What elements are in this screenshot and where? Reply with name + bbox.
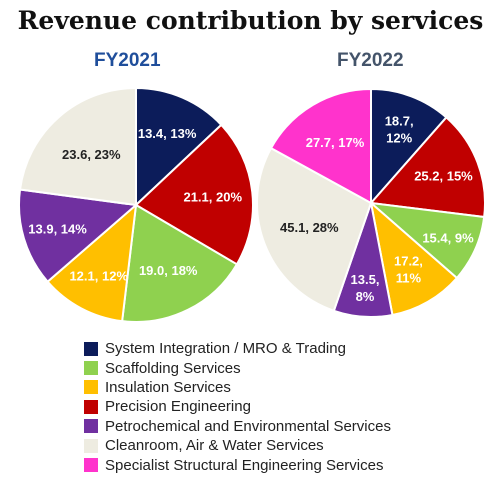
chart-title: Revenue contribution by services	[17, 6, 484, 35]
legend-label: Petrochemical and Environmental Services	[105, 417, 391, 435]
legend-swatch	[84, 419, 98, 434]
legend-label: Precision Engineering	[105, 398, 251, 416]
legend-item: Specialist Structural Engineering Servic…	[84, 455, 391, 474]
slice-label: 27.7, 17%	[306, 135, 365, 150]
slice-label: 23.6, 23%	[62, 147, 121, 162]
pie-slice	[368, 116, 486, 219]
legend-label: System Integration / MRO & Trading	[105, 340, 346, 358]
pie-slice	[256, 146, 373, 313]
legend-label: Specialist Structural Engineering Servic…	[105, 456, 384, 474]
legend-item: Petrochemical and Environmental Services	[84, 417, 391, 436]
slice-label: 19.0, 18%	[139, 263, 198, 278]
pie-slice	[370, 87, 448, 206]
legend-label: Insulation Services	[105, 378, 231, 396]
slice-label: 13.4, 13%	[138, 126, 197, 141]
slice-label: 13.5, 8%	[351, 272, 380, 304]
legend-item: System Integration / MRO & Trading	[84, 339, 391, 358]
legend-swatch	[84, 361, 98, 376]
legend-item: Precision Engineering	[84, 397, 391, 416]
pie-slice	[135, 86, 223, 208]
legend-item: Cleanroom, Air & Water Services	[84, 436, 391, 455]
legend-item: Insulation Services	[84, 378, 391, 397]
pie-slice	[369, 200, 459, 317]
legend-swatch	[84, 458, 98, 473]
pie-slice	[269, 87, 372, 205]
legend-swatch	[84, 341, 98, 356]
fy2021-title: FY2021	[94, 50, 161, 71]
legend: System Integration / MRO & Trading Scaffo…	[84, 339, 391, 475]
slice-label: 17.2, 11%	[394, 253, 423, 285]
legend-label: Scaffolding Services	[105, 359, 241, 377]
pie-slice	[18, 86, 137, 207]
legend-swatch	[84, 380, 98, 395]
slice-label: 15.4, 9%	[422, 230, 474, 245]
pie-slice	[121, 203, 239, 323]
pie-slice	[46, 202, 138, 323]
slice-label: 12.1, 12%	[69, 268, 128, 283]
slice-label: 45.1, 28%	[280, 220, 339, 235]
pie-slice	[134, 123, 254, 266]
pie-slice	[18, 188, 139, 284]
legend-swatch	[84, 399, 98, 414]
slice-label: 21.1, 20%	[183, 189, 242, 204]
legend-item: Scaffolding Services	[84, 358, 391, 377]
legend-label: Cleanroom, Air & Water Services	[105, 437, 324, 455]
legend-swatch	[84, 438, 98, 453]
slice-label: 25.2, 15%	[414, 168, 473, 183]
slice-label: 13.9, 14%	[28, 221, 87, 236]
fy2022-title: FY2022	[337, 50, 404, 71]
pie-charts: 13.4, 13% 21.1, 20% 19.0, 18% 12.1, 12% 13.9…	[18, 86, 486, 323]
slice-label: 18.7, 12%	[385, 113, 414, 145]
